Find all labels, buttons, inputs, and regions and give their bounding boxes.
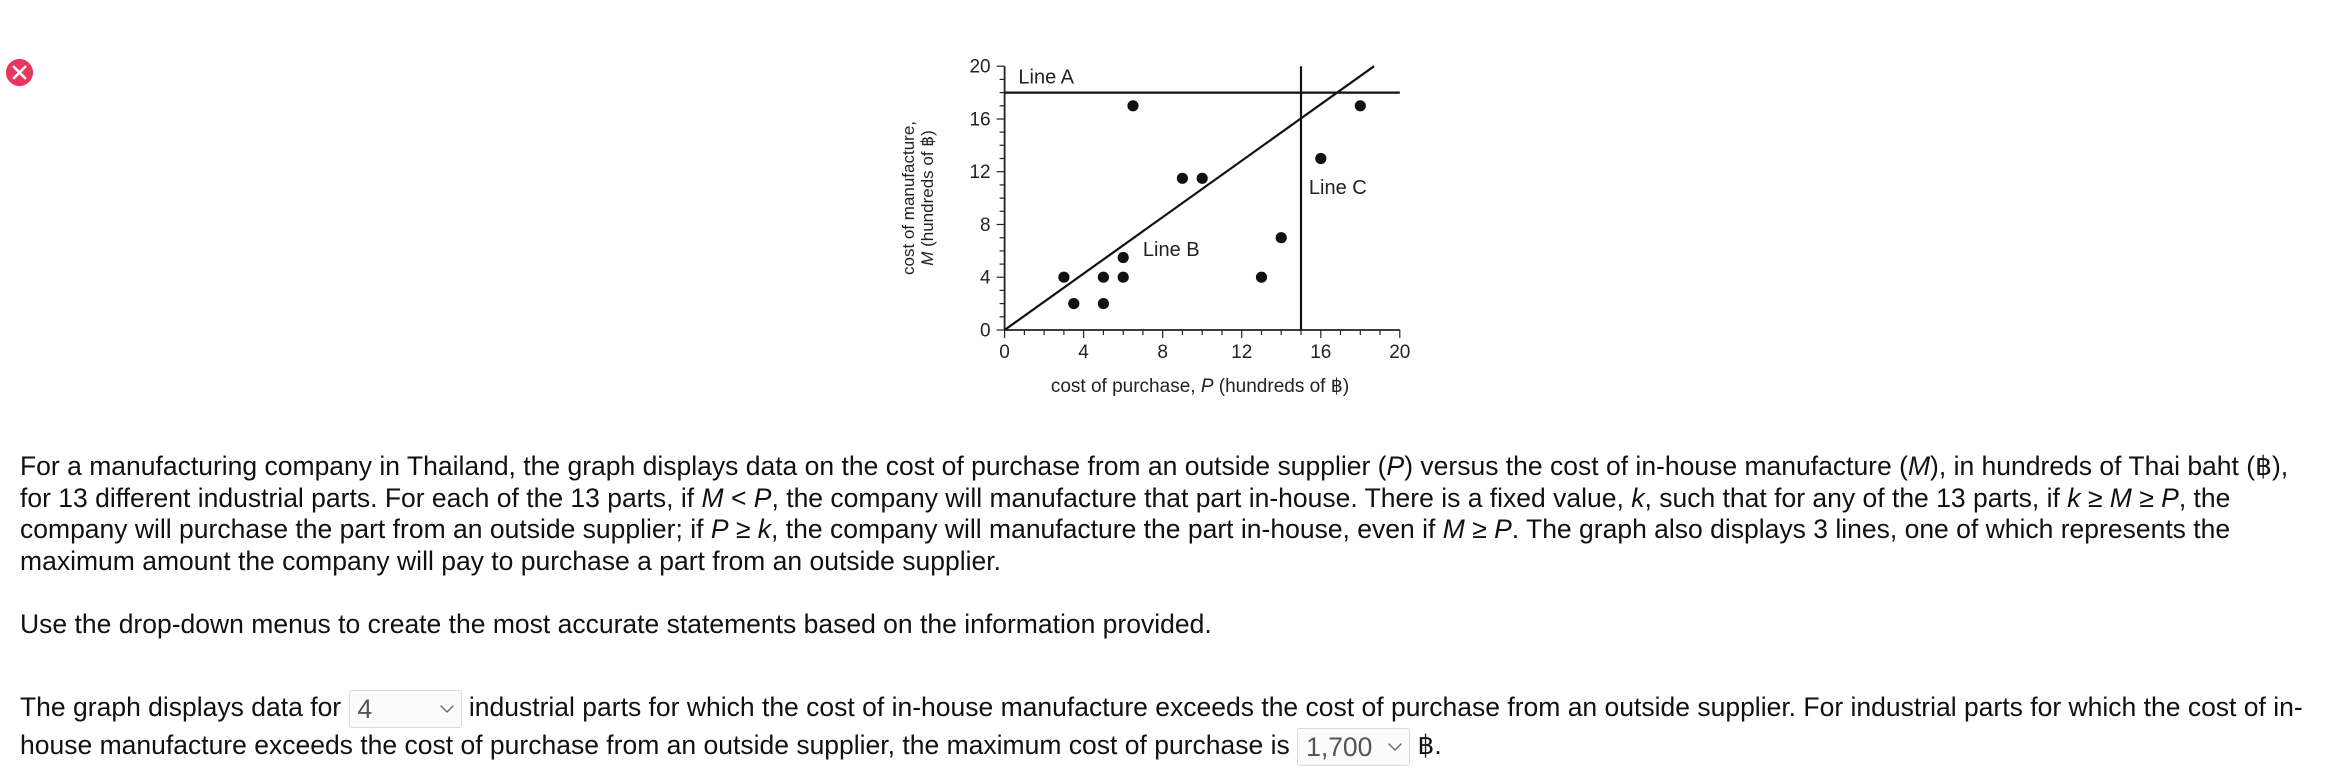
svg-text:8: 8 — [1157, 342, 1168, 363]
svg-text:16: 16 — [1310, 342, 1331, 363]
svg-text:12: 12 — [969, 162, 990, 183]
svg-text:Line A: Line A — [1018, 67, 1074, 89]
svg-text:8: 8 — [980, 215, 991, 236]
svg-text:Line B: Line B — [1143, 239, 1200, 261]
svg-text:0: 0 — [999, 342, 1010, 363]
svg-text:Line C: Line C — [1309, 177, 1367, 199]
svg-text:16: 16 — [969, 110, 990, 131]
svg-text:0: 0 — [980, 321, 991, 342]
svg-text:12: 12 — [1231, 342, 1252, 363]
svg-text:4: 4 — [980, 268, 991, 289]
svg-text:20: 20 — [1389, 342, 1410, 363]
svg-text:4: 4 — [1078, 342, 1089, 363]
svg-text:20: 20 — [969, 57, 990, 78]
